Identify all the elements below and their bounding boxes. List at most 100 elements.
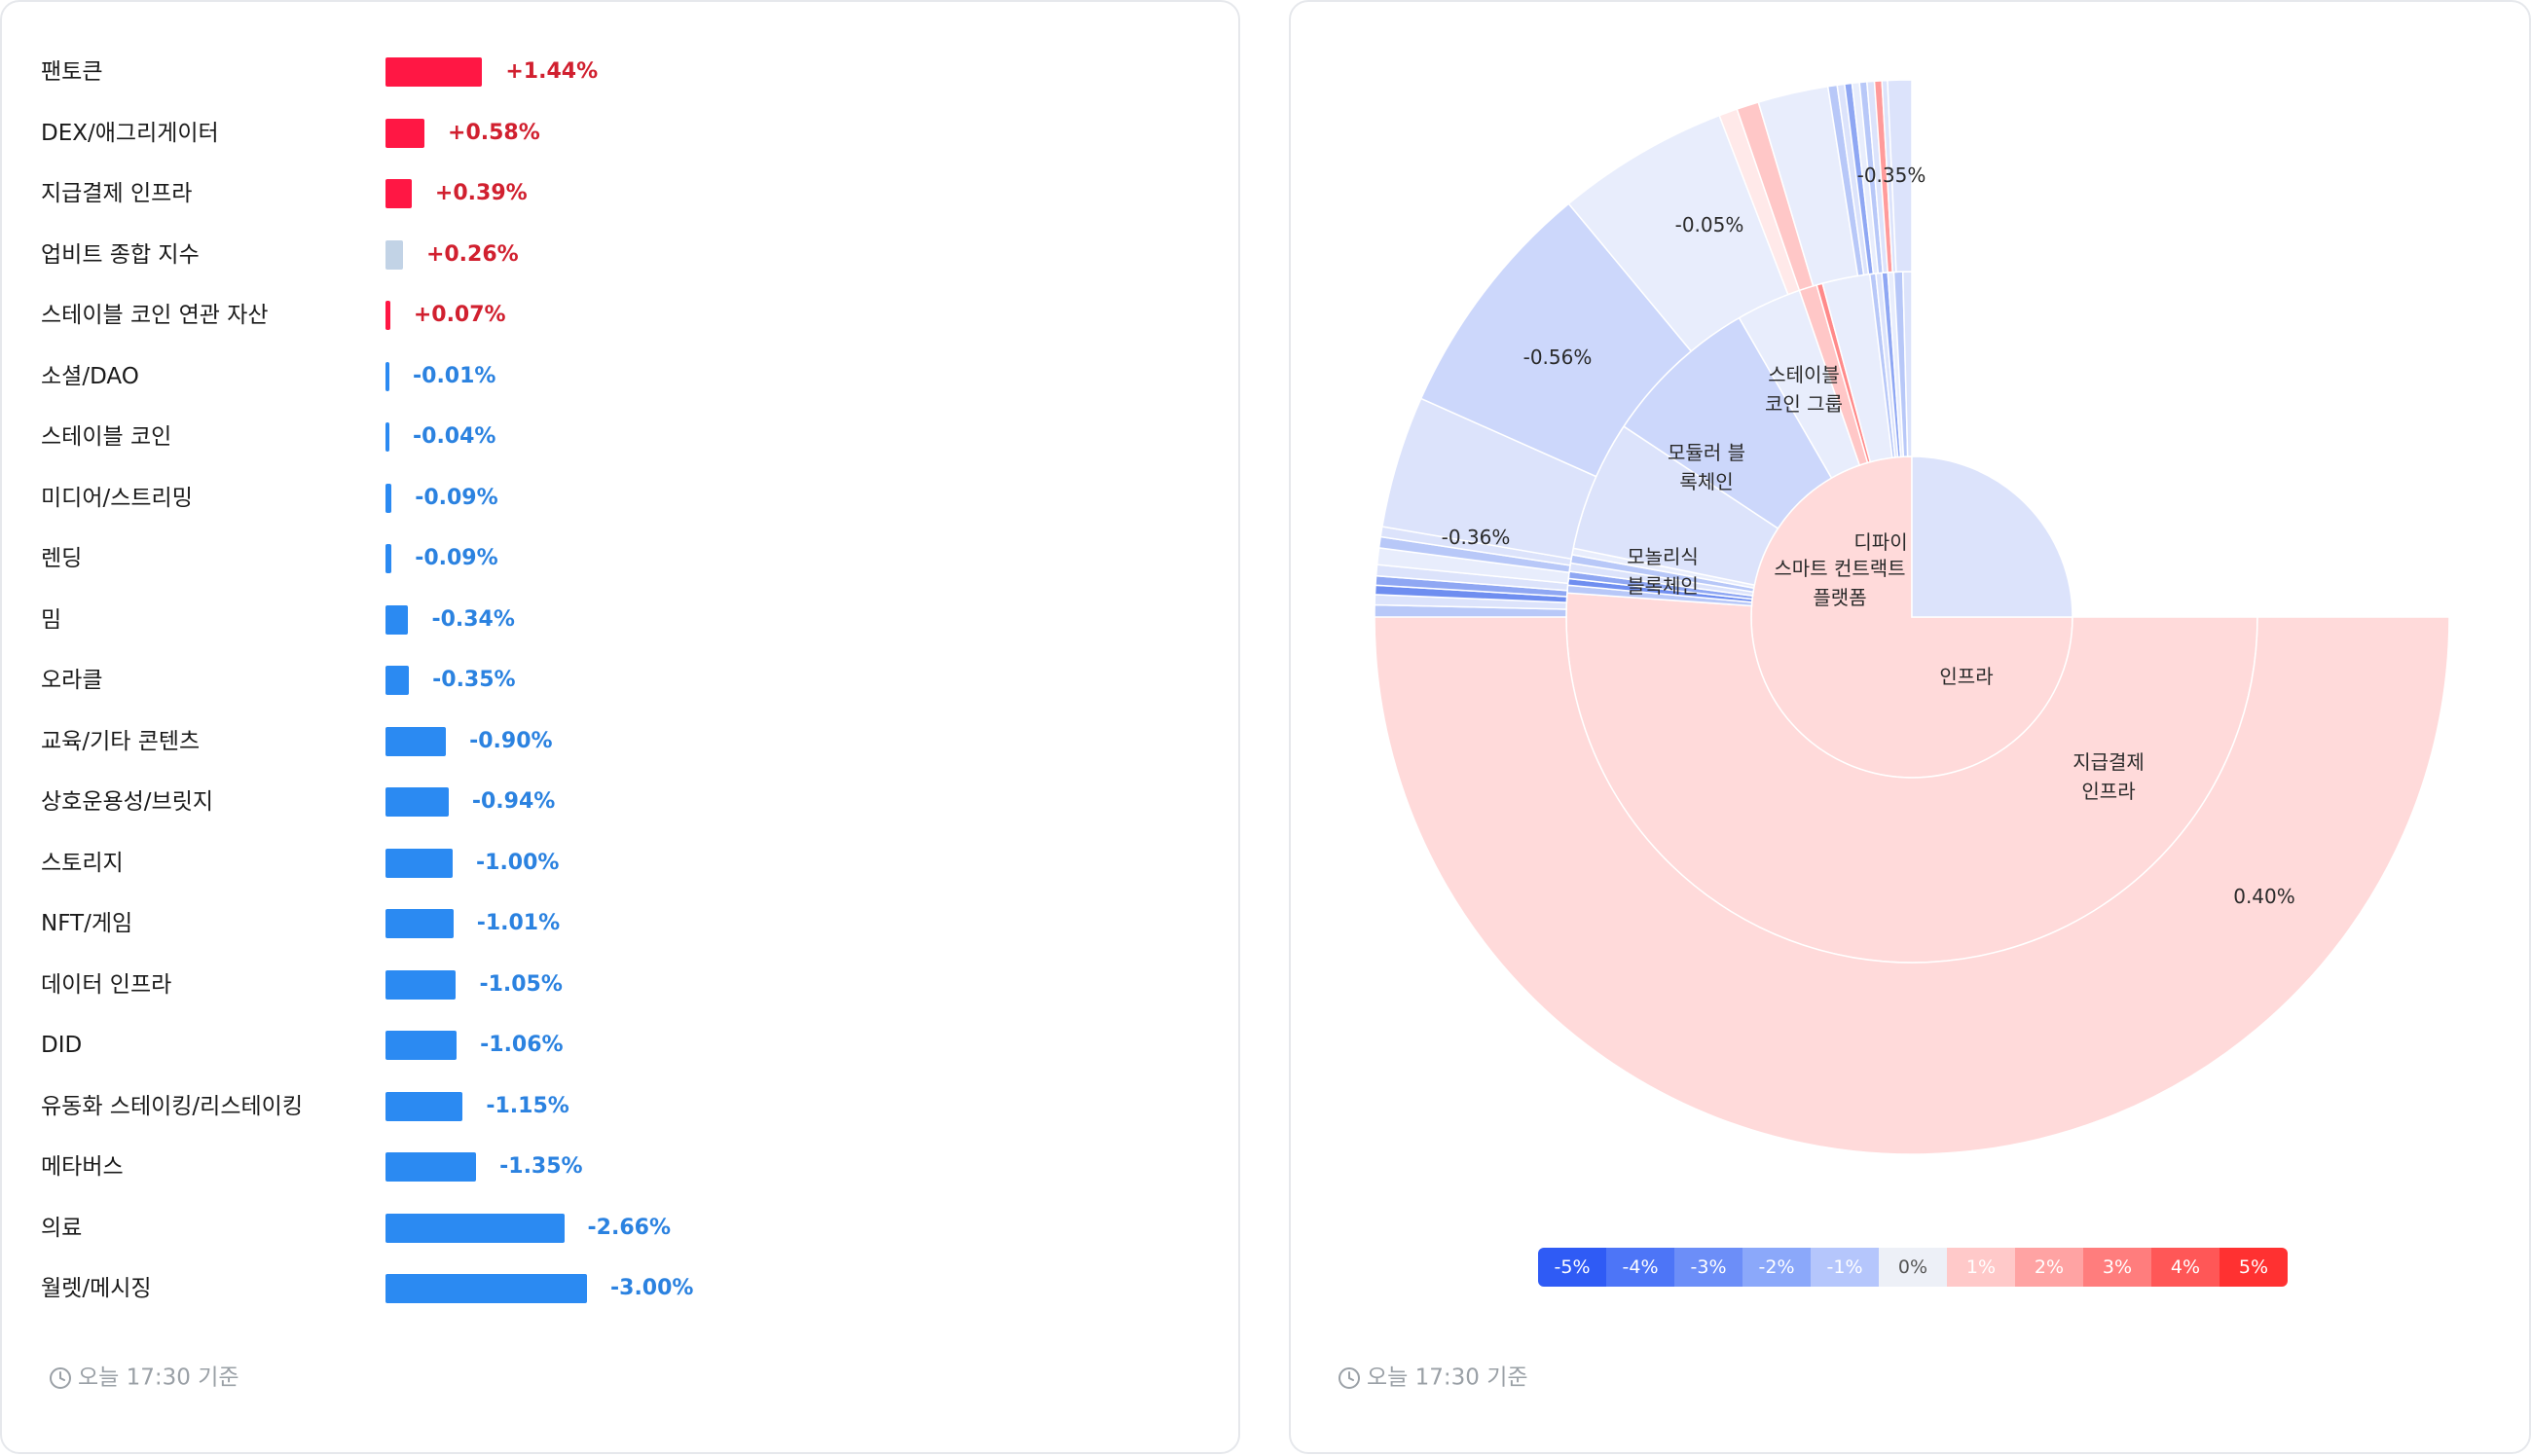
sunburst-label: 스테이블 코인 그룹 [1765,363,1843,416]
sunburst-label: 디파이 [1853,530,1907,554]
legend-cell: -1% [1811,1248,1879,1287]
sunburst-label: -0.35% [1857,164,1926,187]
change-bar [385,361,389,391]
sunburst-label: 스마트 컨트랙트 플랫폼 [1774,557,1905,609]
sunburst-label: -0.36% [1442,526,1511,549]
category-label: 스토리지 [41,850,124,876]
list-item[interactable]: 밈 -0.34% [41,601,1190,639]
change-bar [385,118,425,148]
category-label: 스테이블 코인 연관 자산 [41,303,269,328]
legend-cell: 3% [2083,1248,2151,1287]
category-label: 유동화 스테이킹/리스테이킹 [41,1093,303,1119]
change-value: -1.35% [499,1154,583,1179]
category-label: 상호운용성/브릿지 [41,789,214,815]
list-item[interactable]: 렌딩 -0.09% [41,539,1190,578]
list-item[interactable]: 교육/기타 콘텐츠 -0.90% [41,722,1190,761]
change-bar [385,422,389,452]
category-label: 데이터 인프라 [41,971,172,998]
list-item[interactable]: 스테이블 코인 -0.04% [41,418,1190,456]
list-item[interactable]: 월렛/메시징 -3.00% [41,1269,1190,1308]
change-value: -0.35% [432,668,516,692]
change-value: -1.00% [476,850,560,875]
legend-cell: -2% [1742,1248,1811,1287]
change-value: -1.15% [486,1093,569,1118]
list-item[interactable]: 지급결제 인프라 +0.39% [41,174,1190,213]
legend-cell: 2% [2015,1248,2083,1287]
sunburst-label: -0.56% [1523,346,1593,369]
legend-cell: 4% [2151,1248,2219,1287]
list-item[interactable]: 스테이블 코인 연관 자산 +0.07% [41,296,1190,335]
sunburst-label: -0.05% [1675,213,1744,237]
category-label: 스테이블 코인 [41,424,172,450]
category-label: 소셜/DAO [41,363,139,389]
category-label: 지급결제 인프라 [41,181,193,206]
category-label: 오라클 [41,668,103,693]
category-change-panel: 팬토큰 +1.44% DEX/애그리게이터 +0.58% 지급결제 인프라 +0.39% 업… [0,0,1240,1454]
change-bar [385,483,392,513]
change-value: -0.90% [469,728,553,753]
change-value: +0.26% [425,241,519,267]
legend-cell: 1% [1947,1248,2015,1287]
change-bar [385,544,392,573]
category-label: 메타버스 [41,1154,124,1180]
change-value: -0.01% [413,363,496,388]
change-value: -0.09% [415,546,498,570]
sunburst-label: 지급결제 인프라 [2072,750,2145,803]
change-bar [385,239,403,270]
list-item[interactable]: 데이터 인프라 -1.05% [41,965,1190,1004]
list-item[interactable]: DEX/애그리게이터 +0.58% [41,114,1190,153]
list-item[interactable]: 메타버스 -1.35% [41,1147,1190,1186]
sunburst-segment[interactable] [1887,79,1913,273]
change-bar [385,726,447,756]
change-value: +0.07% [413,303,506,327]
list-item[interactable]: 스토리지 -1.00% [41,844,1190,883]
list-item[interactable]: NFT/게임 -1.01% [41,904,1190,943]
change-value: -3.00% [610,1276,694,1300]
list-item[interactable]: DID -1.06% [41,1026,1190,1065]
list-item[interactable]: 오라클 -0.35% [41,661,1190,700]
list-item[interactable]: 의료 -2.66% [41,1209,1190,1248]
legend-cell: 0% [1879,1248,1947,1287]
change-bar [385,909,454,938]
change-bar [385,1031,458,1060]
change-bar [385,1091,463,1121]
timestamp: 오늘 17:30 기준 [1338,1363,1528,1393]
list-item[interactable]: 업비트 종합 지수 +0.26% [41,236,1190,274]
category-label: 의료 [41,1215,83,1241]
sector-sunburst-panel: 인프라 지급결제 인프라 모놀리식 블록체인 모듈러 블 록체인 스테이블 코인 그룹 디파이 스마… [1289,0,2531,1454]
category-label: 팬토큰 [41,59,103,85]
sunburst-label: 모듈러 블 록체인 [1668,441,1745,493]
timestamp-text: 오늘 17:30 기준 [1367,1365,1528,1391]
category-label: 교육/기타 콘텐츠 [41,728,201,754]
category-label: DEX/애그리게이터 [41,120,219,146]
category-label: 렌딩 [41,546,83,571]
change-value: -1.05% [479,971,563,997]
category-label: DID [41,1033,83,1058]
list-item[interactable]: 소셜/DAO -0.01% [41,357,1190,396]
change-bar [385,301,390,330]
category-label: 밈 [41,606,62,633]
change-value: -2.66% [587,1215,671,1240]
list-item[interactable]: 팬토큰 +1.44% [41,53,1190,91]
change-bar [385,969,457,1000]
change-bar [385,1213,565,1243]
change-value: -0.04% [413,424,496,449]
category-label: 월렛/메시징 [41,1276,152,1301]
list-item[interactable]: 미디어/스트리밍 -0.09% [41,479,1190,518]
clock-icon [1339,1366,1360,1389]
change-value: +1.44% [505,59,599,84]
sunburst-segment[interactable] [1911,455,2073,618]
change-bar [385,848,453,878]
category-label: 미디어/스트리밍 [41,485,193,511]
change-value: +0.58% [448,120,540,145]
change-bar [385,1152,477,1182]
change-value: -1.01% [476,911,561,935]
change-bar [385,787,449,817]
change-value: -1.06% [480,1033,564,1057]
category-label: NFT/게임 [41,911,133,936]
list-item[interactable]: 상호운용성/브릿지 -0.94% [41,783,1190,821]
sunburst-label: 모놀리식 블록체인 [1627,545,1699,598]
change-value: -0.34% [431,606,515,632]
list-item[interactable]: 유동화 스테이킹/리스테이킹 -1.15% [41,1087,1190,1126]
